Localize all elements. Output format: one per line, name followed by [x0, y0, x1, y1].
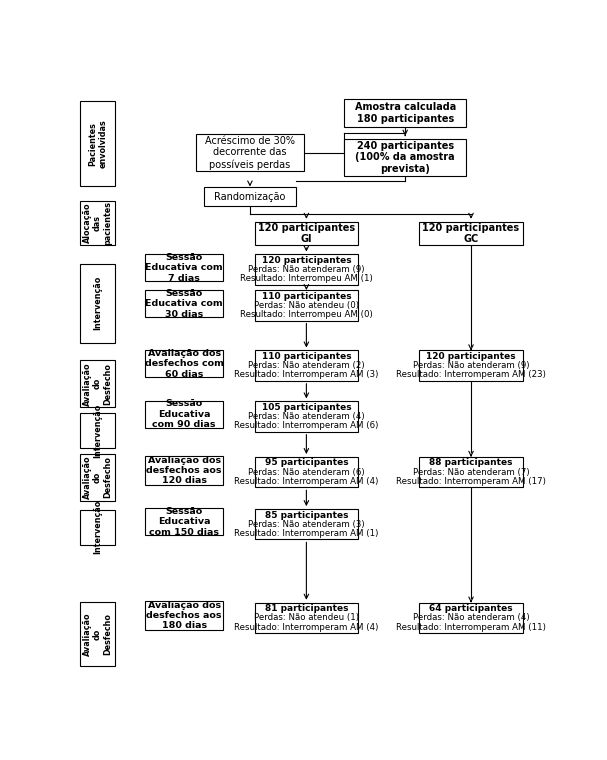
Text: Perdas: Não atendeu (0): Perdas: Não atendeu (0) [254, 301, 359, 310]
Text: 88 participantes: 88 participantes [429, 458, 513, 467]
Text: Avaliação
do
Desfecho: Avaliação do Desfecho [83, 456, 112, 499]
FancyBboxPatch shape [255, 255, 358, 285]
Text: 81 participantes: 81 participantes [265, 604, 348, 613]
FancyBboxPatch shape [196, 134, 304, 171]
Text: Resultado: Interromperam AM (23): Resultado: Interromperam AM (23) [396, 370, 546, 379]
FancyBboxPatch shape [419, 457, 523, 487]
Text: Perdas: Não atendeu (1): Perdas: Não atendeu (1) [254, 613, 359, 622]
FancyBboxPatch shape [255, 457, 358, 487]
Text: 120 participantes: 120 participantes [262, 256, 351, 265]
FancyBboxPatch shape [255, 603, 358, 633]
Text: Alocação
das
pacientes: Alocação das pacientes [83, 201, 112, 245]
Text: Resultado: Interromperam AM (4): Resultado: Interromperam AM (4) [234, 622, 379, 632]
Text: Pacientes
envolvidas: Pacientes envolvidas [88, 119, 107, 168]
Text: Intervenção: Intervenção [93, 404, 102, 458]
FancyBboxPatch shape [255, 290, 358, 321]
Text: 120 participantes: 120 participantes [426, 352, 516, 361]
FancyBboxPatch shape [80, 413, 115, 448]
FancyBboxPatch shape [145, 601, 223, 630]
FancyBboxPatch shape [80, 101, 115, 186]
FancyBboxPatch shape [419, 350, 523, 381]
FancyBboxPatch shape [80, 510, 115, 545]
FancyBboxPatch shape [145, 401, 223, 428]
Text: Avaliação dos
desfechos com
60 dias: Avaliação dos desfechos com 60 dias [144, 349, 223, 378]
FancyBboxPatch shape [255, 509, 358, 540]
FancyBboxPatch shape [80, 264, 115, 343]
Text: 110 participantes: 110 participantes [262, 352, 351, 361]
Text: Perdas: Não atenderam (4): Perdas: Não atenderam (4) [413, 613, 529, 622]
Text: Avaliação dos
desfechos aos
180 dias: Avaliação dos desfechos aos 180 dias [146, 600, 222, 631]
Text: Sessão
Educativa com
7 dias: Sessão Educativa com 7 dias [145, 253, 223, 283]
FancyBboxPatch shape [145, 255, 223, 281]
FancyBboxPatch shape [204, 187, 296, 207]
FancyBboxPatch shape [344, 138, 466, 176]
Text: 85 participantes: 85 participantes [265, 511, 348, 520]
Text: Resultado: Interromperam AM (11): Resultado: Interromperam AM (11) [396, 622, 546, 632]
Text: 105 participantes: 105 participantes [262, 403, 351, 412]
Text: Resultado: Interromperam AM (3): Resultado: Interromperam AM (3) [234, 370, 379, 379]
Text: Perdas: Não atenderam (2): Perdas: Não atenderam (2) [248, 361, 365, 370]
Text: Avaliação dos
desfechos aos
120 dias: Avaliação dos desfechos aos 120 dias [146, 455, 222, 486]
Text: Amostra calculada
180 participantes: Amostra calculada 180 participantes [354, 102, 456, 124]
Text: Perdas: Não atenderam (9): Perdas: Não atenderam (9) [413, 361, 529, 370]
FancyBboxPatch shape [255, 401, 358, 432]
Text: Perdas: Não atenderam (7): Perdas: Não atenderam (7) [413, 467, 529, 477]
Text: 110 participantes: 110 participantes [262, 292, 351, 301]
FancyBboxPatch shape [80, 201, 115, 245]
FancyBboxPatch shape [145, 290, 223, 317]
FancyBboxPatch shape [80, 602, 115, 667]
Text: Avaliação
do
Desfecho: Avaliação do Desfecho [83, 362, 112, 406]
Text: 120 participantes
GC: 120 participantes GC [422, 223, 520, 244]
FancyBboxPatch shape [344, 99, 466, 127]
Text: Resultado: Interromperam AM (17): Resultado: Interromperam AM (17) [396, 477, 546, 486]
Text: 95 participantes: 95 participantes [265, 458, 348, 467]
Text: 64 participantes: 64 participantes [429, 604, 513, 613]
Text: Resultado: Interrompeu AM (1): Resultado: Interrompeu AM (1) [240, 274, 373, 283]
Text: Perdas: Não atenderam (4): Perdas: Não atenderam (4) [248, 412, 365, 421]
Text: Acréscimo de 30%
decorrente das
possíveis perdas: Acréscimo de 30% decorrente das possívei… [205, 136, 295, 169]
Text: Sessão
Educativa com
30 dias: Sessão Educativa com 30 dias [145, 289, 223, 318]
FancyBboxPatch shape [145, 456, 223, 485]
FancyBboxPatch shape [145, 508, 223, 535]
Text: Resultado: Interromperam AM (1): Resultado: Interromperam AM (1) [234, 529, 379, 538]
Text: Sessão
Educativa
com 90 dias: Sessão Educativa com 90 dias [152, 399, 216, 429]
Text: Perdas: Não atenderam (3): Perdas: Não atenderam (3) [248, 520, 365, 529]
Text: Perdas: Não atenderam (6): Perdas: Não atenderam (6) [248, 467, 365, 477]
FancyBboxPatch shape [255, 222, 358, 245]
Text: Resultado: Interromperam AM (4): Resultado: Interromperam AM (4) [234, 477, 379, 486]
Text: 240 participantes
(100% da amostra
prevista): 240 participantes (100% da amostra previ… [355, 141, 455, 174]
Text: Intervenção: Intervenção [93, 500, 102, 554]
FancyBboxPatch shape [80, 454, 115, 501]
Text: 120 participantes
GI: 120 participantes GI [258, 223, 355, 244]
FancyBboxPatch shape [145, 350, 223, 378]
Text: Randomização: Randomização [214, 192, 286, 201]
FancyBboxPatch shape [80, 360, 115, 407]
Text: Sessão
Educativa
com 150 dias: Sessão Educativa com 150 dias [149, 507, 219, 537]
FancyBboxPatch shape [419, 603, 523, 633]
Text: Intervenção: Intervenção [93, 276, 102, 330]
Text: Resultado: Interrompeu AM (0): Resultado: Interrompeu AM (0) [240, 310, 373, 319]
FancyBboxPatch shape [255, 350, 358, 381]
Text: Avaliação
do
Desfecho: Avaliação do Desfecho [83, 613, 112, 656]
FancyBboxPatch shape [419, 222, 523, 245]
Text: Perdas: Não atenderam (9): Perdas: Não atenderam (9) [248, 265, 365, 274]
Text: Resultado: Interromperam AM (6): Resultado: Interromperam AM (6) [234, 421, 379, 430]
